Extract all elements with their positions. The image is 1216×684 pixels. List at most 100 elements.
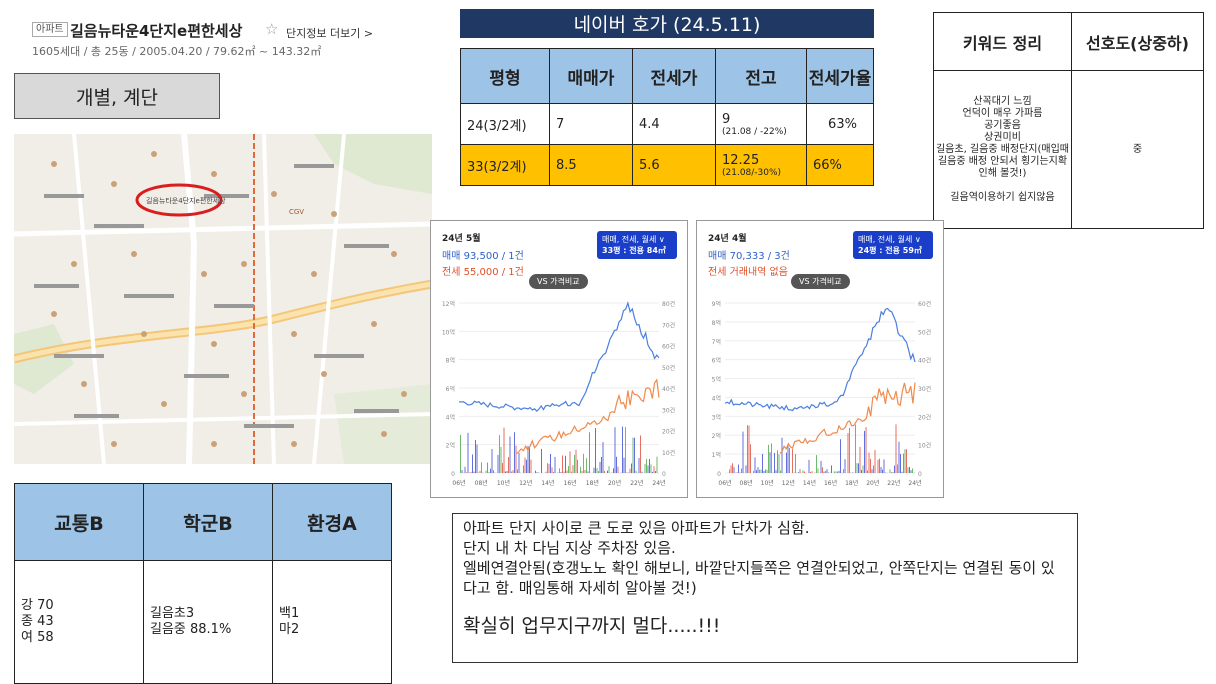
volume-bar [472, 454, 473, 473]
volume-bar [756, 470, 757, 473]
volume-bar [775, 470, 777, 473]
volume-bar [623, 457, 625, 473]
volume-bar [732, 463, 733, 473]
target-complex-circle [135, 183, 223, 217]
peak-value: 12.25 [722, 152, 760, 168]
keyword-item [935, 180, 1070, 192]
traffic-value: 강 70 종 43 여 58 [14, 560, 144, 684]
volume-bar [880, 467, 882, 473]
x-tick-label: 22년 [887, 479, 900, 487]
volume-bar [479, 470, 481, 473]
volume-bar [871, 469, 873, 473]
volume-bar [847, 433, 849, 473]
volume-bar [786, 452, 787, 473]
keyword-table: 키워드 정리 선호도(상중하) 산꼭대기 느낌 언덕이 매우 가파름 공기좋음 … [933, 12, 1204, 229]
volume-bar [568, 466, 569, 473]
volume-bar [777, 450, 778, 473]
y-tick-label: 6억 [446, 385, 455, 393]
volume-bar [787, 445, 789, 473]
volume-bar [804, 471, 805, 473]
volume-bar [491, 448, 493, 473]
y2-tick-label: 60건 [662, 343, 675, 351]
chart-filter-dropdown[interactable]: 매매, 전세, 월세 ∨ 24평 : 전용 59㎡ [853, 231, 933, 259]
vs-compare-button[interactable]: VS 가격비교 [791, 274, 850, 289]
price-chart-33[interactable]: 24년 5월 매매 93,500 / 1건 전세 55,000 / 1건 매매,… [430, 220, 688, 498]
volume-bar [608, 466, 610, 473]
volume-bar [898, 441, 900, 473]
map-target-label: 길음뉴타운4단지e편한세상 [146, 197, 226, 205]
volume-bar [509, 436, 511, 473]
volume-bar [894, 465, 895, 473]
favorite-star-icon[interactable]: ☆ [265, 20, 279, 38]
volume-bar [499, 435, 500, 473]
x-tick-label: 22년 [630, 479, 643, 487]
school-value: 길음초3 길음중 88.1% [143, 560, 273, 684]
volume-bar [874, 449, 876, 473]
y-tick-label: 0 [451, 471, 455, 478]
keyword-item: 언덕이 매우 가파름 [962, 107, 1043, 119]
volume-bar [467, 432, 469, 473]
y-tick-label: 0 [717, 471, 721, 478]
volume-bar [517, 469, 518, 473]
volume-bar [647, 465, 649, 473]
volume-bar [646, 459, 647, 473]
volume-bar [789, 448, 790, 473]
col-rate: 전세가율 [806, 48, 874, 104]
cell-sale: 8.5 [549, 144, 633, 186]
chart-filter-dropdown[interactable]: 매매, 전세, 월세 ∨ 33평 : 전용 84㎡ [597, 231, 677, 259]
volume-bar [599, 462, 601, 473]
y-tick-label: 2억 [446, 442, 455, 450]
preference-header: 선호도(상중하) [1071, 12, 1204, 71]
volume-bar [862, 465, 864, 473]
school-header: 학군B [143, 483, 273, 561]
price-chart-24[interactable]: 24년 4월 매매 70,333 / 3건 전세 거래내역 없음 매매, 전세,… [696, 220, 944, 498]
volume-bar [497, 454, 499, 473]
volume-bar [548, 463, 550, 473]
neighborhood-map[interactable]: 길음뉴타운4단지e편한세상 CGV [14, 134, 432, 464]
complex-info-more-link[interactable]: 단지정보 더보기 > [286, 27, 374, 40]
volume-bar [502, 462, 503, 473]
volume-bar [768, 444, 769, 473]
volume-bar [587, 471, 589, 473]
volume-bar [541, 448, 542, 473]
y2-tick-label: 40건 [662, 385, 675, 393]
apartment-name[interactable]: 길음뉴타운4단지e편한세상 [70, 22, 243, 40]
volume-bar [598, 471, 599, 473]
volume-bar [650, 464, 652, 473]
volume-bar [798, 472, 799, 473]
chart-plot: 0 2억 4억 6억 8억 10억 12억 0 10건 20건 30건 40건 50건 60건 70건 80건… [442, 300, 675, 487]
volume-bar [799, 469, 801, 473]
vs-compare-button[interactable]: VS 가격비교 [529, 274, 588, 289]
volume-bar [849, 427, 850, 473]
volume-bar [488, 471, 490, 473]
volume-bar [526, 459, 527, 473]
volume-bar [514, 432, 515, 473]
volume-bar [831, 465, 832, 473]
cell-jeonse: 4.4 [632, 103, 716, 145]
volume-bar [747, 425, 748, 473]
volume-bar [523, 465, 524, 473]
y2-tick-label: 80건 [662, 300, 675, 308]
volume-bar [778, 454, 780, 473]
volume-bar [910, 470, 912, 473]
y-tick-label: 9억 [712, 300, 721, 308]
volume-bar [762, 453, 763, 473]
volume-bar [575, 449, 577, 473]
volume-bar [550, 453, 551, 473]
volume-bar [571, 471, 572, 473]
y2-tick-label: 20건 [662, 428, 675, 436]
filter-type: 매매, 전세, 월세 ∨ [858, 235, 921, 244]
x-tick-label: 06년 [452, 479, 465, 487]
volume-bar [505, 471, 506, 473]
cell-rate: 63% [806, 103, 874, 145]
y-tick-label: 12억 [442, 300, 455, 308]
volume-bar [493, 470, 494, 473]
volume-bar [810, 471, 811, 473]
volume-bar [895, 424, 897, 473]
volume-bar [631, 463, 632, 473]
volume-bar [760, 469, 762, 473]
volume-bar [816, 455, 817, 473]
y2-tick-label: 20건 [918, 413, 931, 421]
volume-bar [545, 471, 547, 473]
keyword-item: 공기좋음 [984, 119, 1021, 131]
